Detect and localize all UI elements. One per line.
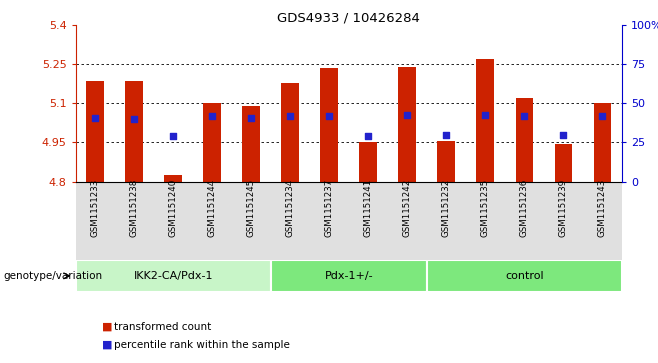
Bar (76, 260, 270, 292)
Bar (320, 68, 338, 182)
Point (324, 114, 334, 119)
Point (363, 133, 374, 139)
Text: control: control (505, 271, 544, 281)
Bar (555, 144, 572, 182)
Bar (594, 103, 611, 182)
Point (480, 112, 490, 118)
Bar (399, 67, 416, 182)
Text: ■: ■ (102, 322, 113, 332)
Point (402, 112, 413, 118)
Point (519, 114, 530, 119)
Bar (164, 175, 182, 182)
Bar (242, 106, 260, 182)
Bar (359, 142, 377, 182)
Bar (86, 81, 104, 182)
Point (90, 115, 101, 121)
Point (441, 132, 451, 138)
Text: transformed count: transformed count (114, 322, 211, 332)
Bar (515, 98, 533, 182)
Bar (476, 59, 494, 182)
Point (207, 114, 217, 119)
Bar (438, 141, 455, 182)
Text: percentile rank within the sample: percentile rank within the sample (114, 340, 290, 350)
Point (285, 114, 295, 119)
Point (246, 115, 257, 121)
Text: ■: ■ (102, 340, 113, 350)
Point (168, 133, 178, 139)
Text: IKK2-CA/Pdx-1: IKK2-CA/Pdx-1 (134, 271, 213, 281)
Bar (126, 81, 143, 182)
Bar (427, 260, 622, 292)
Bar (282, 83, 299, 182)
Bar (270, 260, 427, 292)
Point (597, 114, 607, 119)
Title: GDS4933 / 10426284: GDS4933 / 10426284 (277, 11, 420, 24)
Text: genotype/variation: genotype/variation (3, 271, 103, 281)
Text: Pdx-1+/-: Pdx-1+/- (324, 271, 373, 281)
Point (129, 116, 139, 122)
Point (558, 132, 569, 138)
Bar (203, 103, 221, 182)
